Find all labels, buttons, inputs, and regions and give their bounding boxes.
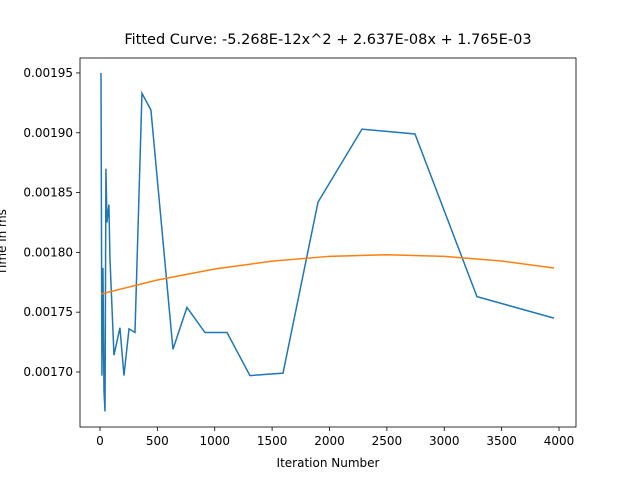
y-tick-label: 0.00175 <box>23 305 73 319</box>
x-tick-label: 0 <box>96 434 104 448</box>
y-tick-label: 0.00170 <box>23 365 73 379</box>
x-tick-label: 4000 <box>544 434 575 448</box>
x-tick-label: 1500 <box>257 434 288 448</box>
x-tick-label: 3000 <box>429 434 460 448</box>
y-axis-label: Time in ms <box>0 209 9 276</box>
x-tick-label: 1000 <box>199 434 230 448</box>
plot-frame <box>79 57 577 428</box>
y-tick-label: 0.00180 <box>23 245 73 259</box>
x-tick-label: 500 <box>146 434 169 448</box>
data-line <box>100 254 555 295</box>
x-tick-label: 2500 <box>372 434 403 448</box>
y-tick-label: 0.00195 <box>23 66 73 80</box>
x-axis-label: Iteration Number <box>277 456 380 470</box>
data-line <box>100 72 555 412</box>
x-tick-label: 3500 <box>486 434 517 448</box>
y-tick-label: 0.00190 <box>23 126 73 140</box>
y-tick-label: 0.00185 <box>23 186 73 200</box>
chart-title: Fitted Curve: -5.268E-12x^2 + 2.637E-08x… <box>124 32 531 48</box>
x-tick-label: 2000 <box>314 434 345 448</box>
